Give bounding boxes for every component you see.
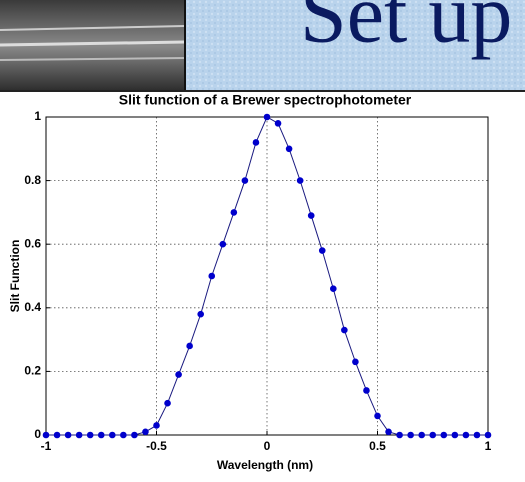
data-point — [120, 431, 127, 439]
data-point — [440, 431, 448, 439]
data-point — [318, 247, 326, 254]
chart-title: Slit function of a Brewer spectrophotome… — [119, 92, 412, 108]
y-tick-label: 0.8 — [24, 173, 41, 187]
data-point — [484, 431, 492, 439]
data-point — [330, 285, 337, 293]
y-tick-label: 0 — [34, 427, 41, 441]
data-point — [407, 431, 414, 439]
slide-banner: Set up — [0, 0, 525, 92]
data-point — [462, 431, 470, 439]
data-point — [252, 139, 260, 146]
data-point — [418, 431, 426, 439]
data-point — [208, 272, 216, 280]
data-point — [175, 371, 182, 378]
data-point — [341, 326, 348, 334]
data-point — [131, 431, 138, 439]
data-point — [219, 240, 227, 248]
data-point — [97, 431, 105, 439]
data-point — [263, 113, 271, 121]
slide-heading: Set up — [300, 0, 512, 60]
data-point — [363, 387, 370, 394]
data-point — [352, 358, 359, 366]
x-axis-label: Wavelength (nm) — [217, 458, 313, 472]
data-point — [197, 310, 204, 318]
data-point — [374, 412, 381, 420]
data-point — [429, 431, 437, 439]
data-point — [64, 431, 72, 439]
data-point — [296, 177, 304, 184]
y-tick-label: 1 — [34, 109, 41, 123]
plot-area — [46, 117, 488, 435]
y-tick-label: 0.6 — [24, 236, 41, 250]
x-tick-label: 1 — [485, 439, 492, 453]
x-tick-label: -0.5 — [146, 439, 167, 453]
data-point — [142, 428, 149, 436]
data-point — [385, 428, 392, 436]
data-point — [473, 431, 481, 439]
data-point — [396, 431, 403, 439]
data-point — [285, 145, 293, 153]
data-point — [307, 212, 315, 219]
data-point — [75, 431, 83, 439]
data-point — [451, 431, 459, 439]
data-point — [274, 120, 282, 127]
data-point — [86, 431, 94, 439]
y-axis-label: Slit Function — [8, 240, 22, 313]
data-point — [230, 209, 238, 216]
y-tick-label: 0.4 — [24, 300, 41, 314]
data-point — [186, 342, 193, 350]
data-point — [241, 177, 249, 184]
y-tick-label: 0.2 — [24, 364, 41, 378]
data-point — [42, 431, 50, 439]
x-tick-label: 0 — [264, 439, 271, 453]
x-tick-label: -1 — [41, 439, 52, 453]
data-point — [53, 431, 61, 439]
data-point — [109, 431, 116, 439]
x-tick-label: 0.5 — [369, 439, 386, 453]
data-point — [164, 399, 171, 407]
data-point — [153, 422, 160, 429]
